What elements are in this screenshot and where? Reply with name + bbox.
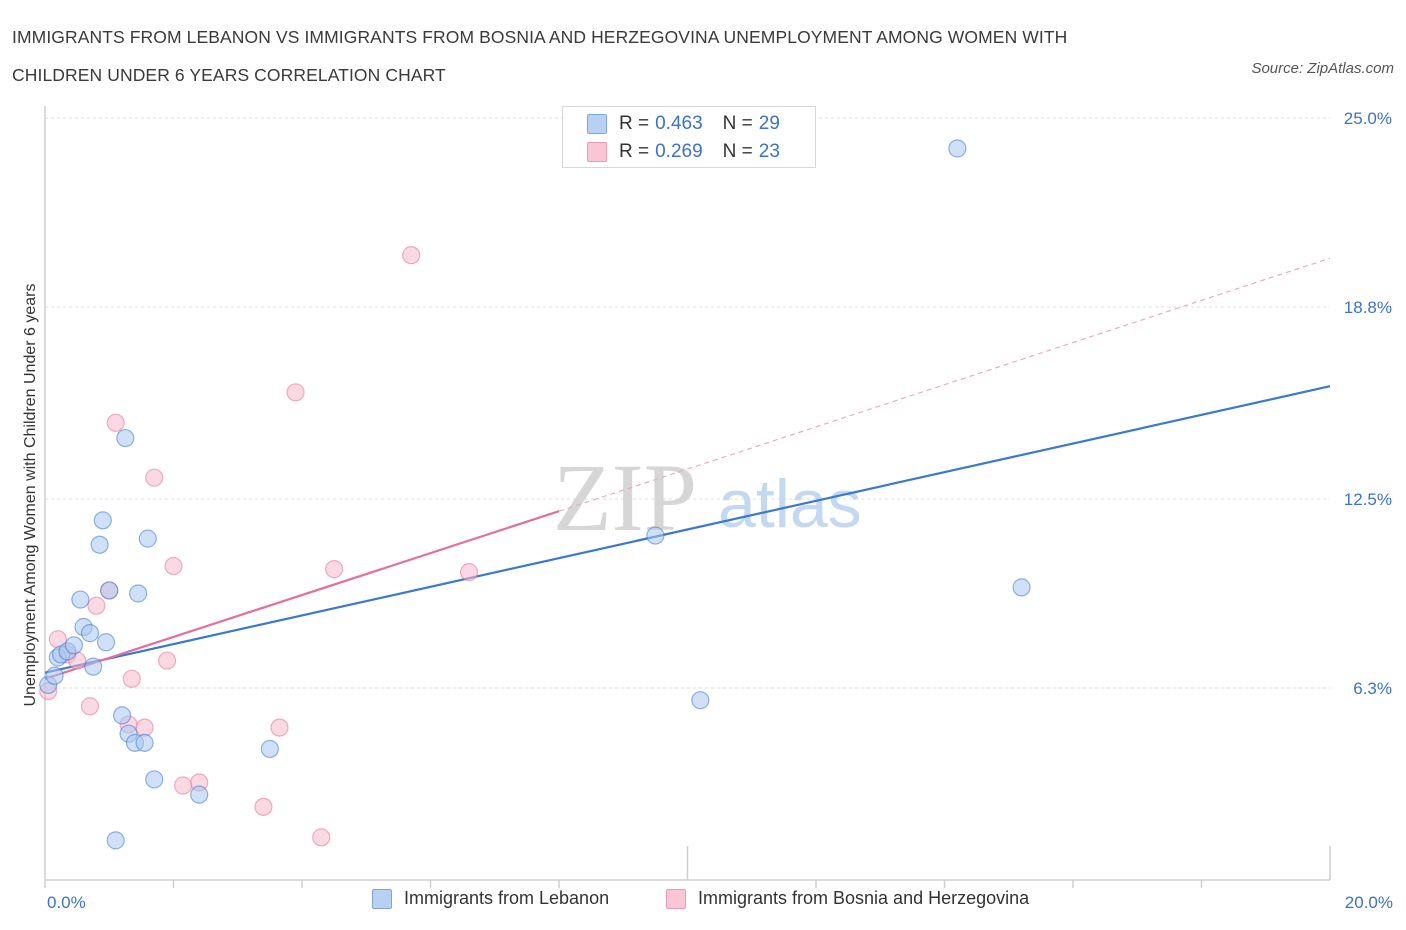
lebanon-point	[80, 624, 100, 643]
lebanon-trend-line	[44, 385, 1331, 674]
watermark-atlas: atlas	[718, 466, 862, 542]
lebanon-swatch	[587, 114, 607, 134]
n-label: N =	[722, 113, 753, 134]
lebanon-point	[948, 139, 967, 158]
n-value: 23	[758, 141, 780, 162]
lebanon-point	[260, 739, 279, 759]
lebanon-point	[71, 590, 90, 609]
r-label: R =	[619, 141, 650, 162]
n-label: N =	[722, 141, 753, 162]
legend-label-lebanon: Immigrants from Lebanon	[404, 888, 610, 908]
bosnia-point	[459, 563, 479, 582]
lebanon-point	[100, 581, 119, 600]
bosnia-point	[106, 413, 125, 432]
bosnia-point	[157, 651, 177, 670]
y-tick-label: 18.8%	[1344, 298, 1392, 317]
grid-lines	[45, 117, 1330, 689]
lebanon-point	[691, 691, 710, 710]
bosnia-trend-extension	[558, 257, 1331, 512]
lebanon-point	[190, 785, 209, 804]
lebanon-point	[45, 666, 64, 685]
chart-title-line-2: CHILDREN UNDER 6 YEARS CORRELATION CHART	[12, 65, 446, 85]
lebanon-point	[96, 633, 116, 652]
bosnia-point	[174, 776, 193, 795]
legend-item-lebanon[interactable]: Immigrants from Lebanon	[372, 888, 609, 909]
correlation-stats-box: R = 0.463 N = 29 R = 0.269 N = 23	[562, 106, 816, 168]
x-tick-label: 20.0%	[1345, 893, 1393, 912]
r-value: 0.463	[655, 113, 703, 134]
stats-row-lebanon: R = 0.463 N = 29	[587, 111, 780, 137]
x-tick-label: 0.0%	[47, 893, 86, 912]
bosnia-point	[270, 718, 289, 737]
bosnia-point	[312, 828, 331, 847]
tick-labels: 6.3% 12.5% 18.8% 25.0% 0.0% 20.0%	[47, 109, 1393, 912]
bosnia-point	[87, 596, 106, 615]
bosnia-point	[122, 669, 141, 688]
lebanon-point	[646, 526, 665, 545]
legend-swatch-lebanon	[372, 888, 392, 909]
bosnia-point	[402, 246, 421, 265]
lebanon-point	[129, 584, 148, 603]
bosnia-point	[80, 697, 100, 716]
legend-swatch-bosnia	[666, 888, 686, 909]
lebanon-point	[145, 770, 164, 789]
bosnia-point	[325, 560, 344, 579]
lebanon-point	[116, 428, 135, 448]
r-label: R =	[619, 113, 650, 134]
lebanon-point	[93, 511, 112, 530]
y-tick-label: 25.0%	[1344, 109, 1392, 128]
axes	[44, 106, 1331, 888]
legend-label-bosnia: Immigrants from Bosnia and Herzegovina	[698, 888, 1030, 908]
legend-item-bosnia[interactable]: Immigrants from Bosnia and Herzegovina	[666, 888, 1029, 909]
r-value: 0.269	[655, 141, 703, 162]
y-tick-label: 12.5%	[1344, 490, 1392, 509]
bosnia-point	[164, 556, 183, 576]
lebanon-point	[64, 636, 84, 655]
n-value: 29	[758, 113, 780, 134]
y-axis-label-container: Unemployment Among Women with Children U…	[16, 100, 46, 890]
y-axis-label: Unemployment Among Women with Children U…	[22, 283, 39, 707]
bosnia-point	[254, 797, 273, 816]
bosnia-swatch	[587, 142, 607, 162]
lebanon-point	[135, 733, 154, 752]
stats-row-bosnia: R = 0.269 N = 23	[587, 139, 780, 165]
data-points	[39, 139, 1031, 850]
lebanon-point	[106, 831, 125, 850]
y-tick-label: 6.3%	[1353, 679, 1392, 698]
lebanon-point	[84, 657, 103, 676]
lebanon-point	[138, 529, 157, 548]
watermark-zip: ZIP	[553, 444, 697, 551]
bosnia-point	[286, 383, 305, 402]
lebanon-point	[90, 535, 109, 554]
trend-lines	[44, 257, 1331, 680]
chart-title-line-1: IMMIGRANTS FROM LEBANON VS IMMIGRANTS FR…	[12, 27, 1068, 47]
bosnia-point	[135, 718, 154, 737]
bosnia-trend-line	[44, 510, 560, 680]
lebanon-point	[1012, 578, 1031, 597]
lebanon-point	[112, 706, 132, 725]
bosnia-point	[145, 468, 164, 487]
source-label: Source: ZipAtlas.com	[1251, 60, 1394, 77]
chart-title: IMMIGRANTS FROM LEBANON VS IMMIGRANTS FR…	[12, 18, 1212, 94]
